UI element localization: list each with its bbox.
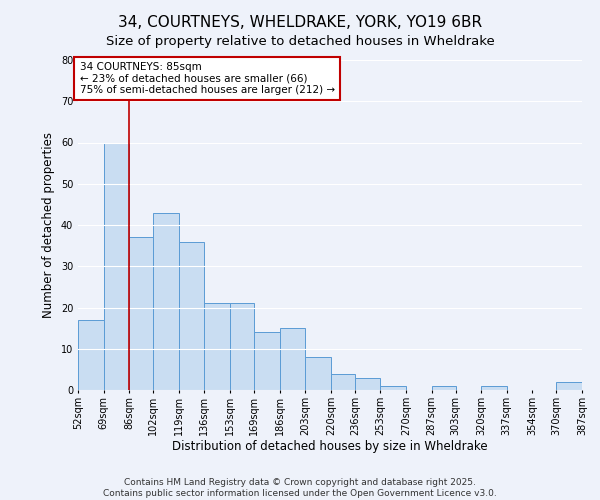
- Bar: [78, 320, 104, 390]
- Bar: [254, 332, 280, 390]
- Text: 34, COURTNEYS, WHELDRAKE, YORK, YO19 6BR: 34, COURTNEYS, WHELDRAKE, YORK, YO19 6BR: [118, 15, 482, 30]
- Text: Contains HM Land Registry data © Crown copyright and database right 2025.
Contai: Contains HM Land Registry data © Crown c…: [103, 478, 497, 498]
- Bar: [280, 328, 305, 390]
- Bar: [305, 357, 331, 390]
- Bar: [481, 386, 507, 390]
- Bar: [104, 142, 129, 390]
- Bar: [380, 386, 406, 390]
- Bar: [431, 386, 455, 390]
- Text: 34 COURTNEYS: 85sqm
← 23% of detached houses are smaller (66)
75% of semi-detach: 34 COURTNEYS: 85sqm ← 23% of detached ho…: [80, 62, 335, 96]
- Bar: [331, 374, 355, 390]
- Y-axis label: Number of detached properties: Number of detached properties: [42, 132, 55, 318]
- Bar: [355, 378, 380, 390]
- Bar: [179, 242, 205, 390]
- Bar: [129, 238, 153, 390]
- Bar: [205, 304, 230, 390]
- Text: Size of property relative to detached houses in Wheldrake: Size of property relative to detached ho…: [106, 35, 494, 48]
- Bar: [153, 212, 179, 390]
- Bar: [556, 382, 582, 390]
- X-axis label: Distribution of detached houses by size in Wheldrake: Distribution of detached houses by size …: [172, 440, 488, 454]
- Bar: [230, 304, 254, 390]
